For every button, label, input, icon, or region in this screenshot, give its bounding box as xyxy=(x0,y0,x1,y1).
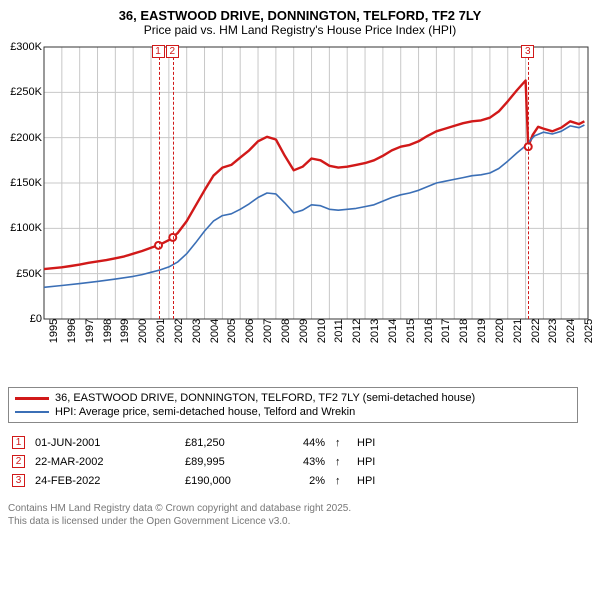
arrow-up-icon: ↑ xyxy=(335,437,347,449)
x-tick-label: 1996 xyxy=(66,319,78,343)
x-tick-label: 2023 xyxy=(547,319,559,343)
sale-date: 22-MAR-2002 xyxy=(35,456,175,468)
sale-pct: 43% xyxy=(285,456,325,468)
sale-hpi-label: HPI xyxy=(357,456,387,468)
sale-row: 3 24-FEB-2022 £190,000 2% ↑ HPI xyxy=(8,471,578,490)
x-tick-label: 2017 xyxy=(440,319,452,343)
sale-marker-badge: 2 xyxy=(166,45,179,58)
x-tick-label: 1995 xyxy=(48,319,60,343)
sale-row-marker: 1 xyxy=(12,436,25,449)
sales-table: 1 01-JUN-2001 £81,250 44% ↑ HPI 2 22-MAR-2002 £8… xyxy=(8,433,578,490)
legend-item: 36, EASTWOOD DRIVE, DONNINGTON, TELFORD,… xyxy=(15,391,571,405)
x-tick-label: 1999 xyxy=(119,319,131,343)
sale-pct: 2% xyxy=(285,475,325,487)
sale-hpi-label: HPI xyxy=(357,437,387,449)
x-tick-label: 2011 xyxy=(333,319,345,343)
x-tick-label: 2025 xyxy=(583,319,595,343)
title-line-2: Price paid vs. HM Land Registry's House … xyxy=(8,23,592,37)
sale-marker-line xyxy=(528,47,529,319)
x-tick-label: 2020 xyxy=(494,319,506,343)
price-chart: £0£50K£100K£150K£200K£250K£300K199519961… xyxy=(8,43,592,353)
x-tick-label: 2024 xyxy=(565,319,577,343)
sale-marker-badge: 3 xyxy=(521,45,534,58)
y-tick-label: £150K xyxy=(0,177,42,189)
x-tick-label: 2006 xyxy=(244,319,256,343)
sale-marker-badge: 1 xyxy=(152,45,165,58)
y-tick-label: £50K xyxy=(0,268,42,280)
sale-row-marker: 3 xyxy=(12,474,25,487)
x-tick-label: 2014 xyxy=(387,319,399,343)
sale-marker-line xyxy=(159,47,160,319)
sale-marker-line xyxy=(173,47,174,319)
x-tick-label: 2001 xyxy=(155,319,167,343)
sale-pct: 44% xyxy=(285,437,325,449)
x-tick-label: 2007 xyxy=(262,319,274,343)
x-tick-label: 2000 xyxy=(137,319,149,343)
footer-line-1: Contains HM Land Registry data © Crown c… xyxy=(8,502,578,515)
legend-item: HPI: Average price, semi-detached house,… xyxy=(15,405,571,419)
title-line-1: 36, EASTWOOD DRIVE, DONNINGTON, TELFORD,… xyxy=(8,8,592,23)
chart-title-block: 36, EASTWOOD DRIVE, DONNINGTON, TELFORD,… xyxy=(8,8,592,37)
sale-price: £81,250 xyxy=(185,437,275,449)
x-tick-label: 2015 xyxy=(405,319,417,343)
legend-swatch xyxy=(15,397,49,400)
x-tick-label: 2008 xyxy=(280,319,292,343)
x-tick-label: 1997 xyxy=(84,319,96,343)
x-tick-label: 2022 xyxy=(530,319,542,343)
x-tick-label: 2005 xyxy=(226,319,238,343)
legend: 36, EASTWOOD DRIVE, DONNINGTON, TELFORD,… xyxy=(8,387,578,423)
arrow-up-icon: ↑ xyxy=(335,475,347,487)
x-tick-label: 2002 xyxy=(173,319,185,343)
sale-date: 24-FEB-2022 xyxy=(35,475,175,487)
x-tick-label: 2013 xyxy=(369,319,381,343)
y-tick-label: £300K xyxy=(0,41,42,53)
sale-row-marker: 2 xyxy=(12,455,25,468)
legend-label: HPI: Average price, semi-detached house,… xyxy=(55,406,355,418)
footer-attribution: Contains HM Land Registry data © Crown c… xyxy=(8,502,578,528)
y-tick-label: £200K xyxy=(0,132,42,144)
x-tick-label: 2012 xyxy=(351,319,363,343)
sale-row: 2 22-MAR-2002 £89,995 43% ↑ HPI xyxy=(8,452,578,471)
x-tick-label: 2016 xyxy=(423,319,435,343)
chart-svg xyxy=(8,43,592,353)
y-tick-label: £250K xyxy=(0,86,42,98)
sale-date: 01-JUN-2001 xyxy=(35,437,175,449)
x-tick-label: 2003 xyxy=(191,319,203,343)
x-tick-label: 2021 xyxy=(512,319,524,343)
legend-label: 36, EASTWOOD DRIVE, DONNINGTON, TELFORD,… xyxy=(55,392,475,404)
x-tick-label: 1998 xyxy=(102,319,114,343)
footer-line-2: This data is licensed under the Open Gov… xyxy=(8,515,578,528)
y-tick-label: £0 xyxy=(0,313,42,325)
legend-swatch xyxy=(15,411,49,413)
sale-row: 1 01-JUN-2001 £81,250 44% ↑ HPI xyxy=(8,433,578,452)
x-tick-label: 2004 xyxy=(209,319,221,343)
sale-price: £190,000 xyxy=(185,475,275,487)
y-tick-label: £100K xyxy=(0,222,42,234)
x-tick-label: 2010 xyxy=(316,319,328,343)
arrow-up-icon: ↑ xyxy=(335,456,347,468)
x-tick-label: 2019 xyxy=(476,319,488,343)
x-tick-label: 2018 xyxy=(458,319,470,343)
x-tick-label: 2009 xyxy=(298,319,310,343)
sale-price: £89,995 xyxy=(185,456,275,468)
sale-hpi-label: HPI xyxy=(357,475,387,487)
